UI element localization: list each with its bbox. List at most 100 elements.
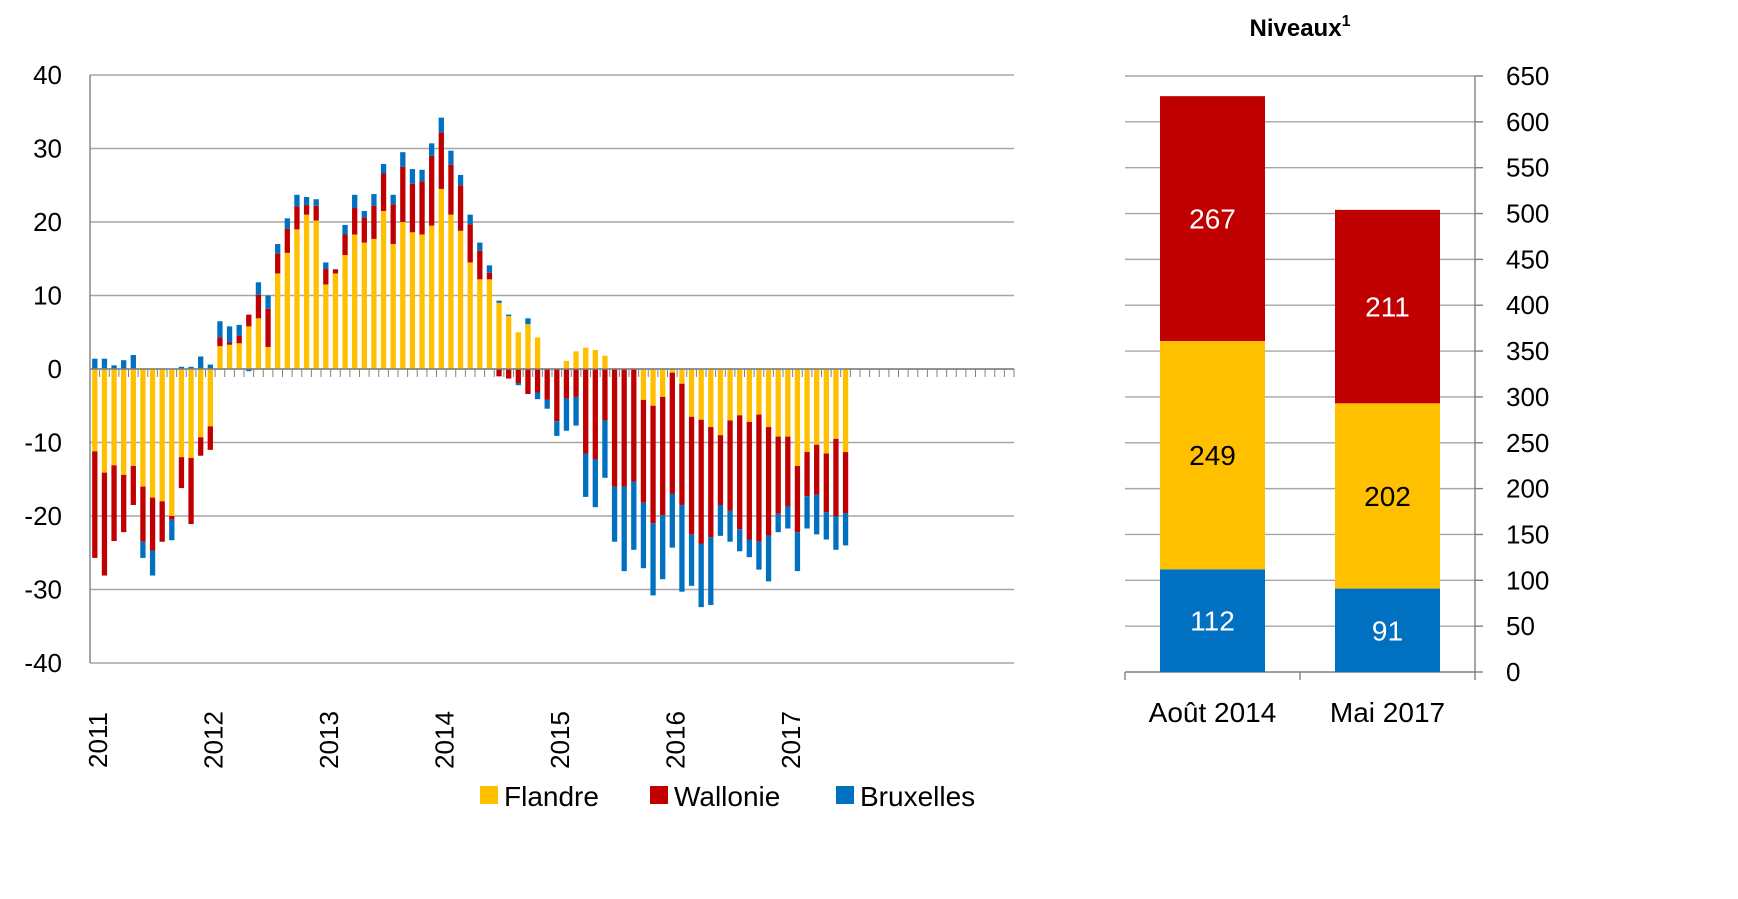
right-y-tick-label: 650 — [1506, 61, 1549, 91]
bar-wallonie — [448, 164, 454, 215]
bar-wallonie — [429, 155, 435, 226]
bar-wallonie — [698, 419, 704, 544]
level-bar-wallonie — [1335, 209, 1440, 404]
right-y-tick-label: 450 — [1506, 244, 1549, 274]
bar-wallonie — [669, 372, 675, 494]
bar-flandre — [207, 369, 213, 427]
bar-wallonie — [246, 314, 252, 327]
bar-bruxelles — [534, 392, 541, 400]
bar-bruxelles — [746, 539, 752, 558]
bar-wallonie — [833, 438, 839, 516]
bar-flandre — [390, 244, 396, 369]
bar-flandre — [246, 326, 252, 369]
bar-wallonie — [486, 272, 493, 280]
bar-wallonie — [785, 436, 791, 507]
bar-bruxelles — [361, 210, 367, 218]
bar-wallonie — [188, 457, 194, 525]
bar-wallonie — [303, 205, 310, 215]
right-y-tick-label: 50 — [1506, 611, 1535, 641]
bar-bruxelles — [448, 150, 454, 165]
bar-flandre — [111, 369, 117, 466]
bar-bruxelles — [409, 169, 416, 184]
bar-flandre — [727, 369, 733, 421]
bar-wallonie — [756, 414, 762, 542]
bar-wallonie — [544, 369, 550, 400]
bar-bruxelles — [583, 453, 589, 497]
bar-flandre — [669, 369, 675, 373]
bar-wallonie — [207, 426, 213, 450]
bar-wallonie — [380, 173, 387, 211]
level-data-label: 211 — [1365, 292, 1410, 323]
bar-flandre — [371, 238, 377, 369]
right-chart-title: Niveaux1 — [1250, 13, 1351, 42]
bar-wallonie — [284, 228, 290, 253]
bar-bruxelles — [303, 197, 310, 206]
bar-bruxelles — [515, 382, 521, 386]
level-data-label: 202 — [1364, 481, 1411, 512]
bar-wallonie — [804, 452, 810, 497]
bar-bruxelles — [140, 541, 146, 558]
bar-flandre — [275, 273, 281, 369]
bar-bruxelles — [207, 364, 213, 369]
right-y-tick-label: 0 — [1506, 657, 1520, 687]
bar-wallonie — [554, 369, 560, 422]
bar-flandre — [794, 369, 801, 467]
bar-wallonie — [159, 501, 165, 542]
bar-flandre — [515, 332, 521, 369]
bar-flandre — [400, 222, 406, 369]
bar-bruxelles — [650, 523, 656, 596]
level-bar-bruxelles — [1335, 588, 1440, 672]
right-y-tick-label: 300 — [1506, 382, 1549, 412]
bar-bruxelles — [775, 513, 781, 533]
right-category-label: Août 2014 — [1149, 697, 1277, 728]
bar-flandre — [178, 369, 185, 458]
bar-wallonie — [217, 337, 223, 347]
bar-wallonie — [592, 369, 598, 460]
bar-wallonie — [169, 516, 175, 520]
bar-flandre — [785, 369, 791, 437]
bar-wallonie — [390, 204, 396, 245]
bar-flandre — [352, 234, 358, 369]
bar-bruxelles — [669, 493, 675, 548]
year-label: 2012 — [198, 711, 228, 769]
level-data-label: 249 — [1189, 440, 1236, 471]
bar-wallonie — [506, 369, 512, 379]
bar-flandre — [92, 369, 98, 452]
right-y-tick-label: 500 — [1506, 199, 1549, 229]
bar-bruxelles — [332, 269, 339, 270]
bar-bruxelles — [400, 152, 406, 167]
bar-wallonie — [611, 369, 618, 487]
bar-wallonie — [140, 486, 146, 542]
left-y-tick-label: -30 — [24, 575, 62, 605]
left-y-tick-label: 20 — [33, 207, 62, 237]
bar-flandre — [467, 262, 473, 369]
bar-wallonie — [515, 369, 521, 383]
bar-bruxelles — [130, 355, 136, 369]
bar-bruxelles — [554, 421, 560, 436]
level-data-label: 112 — [1190, 606, 1235, 637]
bar-wallonie — [650, 405, 656, 524]
bar-wallonie — [640, 399, 647, 503]
bar-flandre — [573, 351, 579, 369]
right-y-tick-label: 250 — [1506, 428, 1549, 458]
bar-wallonie — [842, 452, 849, 514]
bar-wallonie — [313, 205, 319, 221]
bar-flandre — [101, 369, 108, 473]
left-y-tick-label: 40 — [33, 60, 62, 90]
year-label: 2016 — [660, 711, 690, 769]
bar-wallonie — [275, 253, 281, 274]
bar-bruxelles — [188, 366, 194, 369]
bar-bruxelles — [246, 369, 252, 372]
bar-bruxelles — [101, 358, 108, 369]
bar-bruxelles — [573, 396, 579, 426]
bar-flandre — [303, 214, 310, 369]
bar-bruxelles — [236, 324, 242, 336]
bar-wallonie — [361, 217, 367, 243]
left-y-tick-label: -40 — [24, 648, 62, 678]
bar-flandre — [525, 324, 531, 369]
bar-bruxelles — [765, 535, 772, 582]
right-y-tick-label: 350 — [1506, 336, 1549, 366]
right-category-label: Mai 2017 — [1330, 697, 1445, 728]
bar-bruxelles — [833, 516, 839, 550]
bar-flandre — [477, 279, 483, 369]
